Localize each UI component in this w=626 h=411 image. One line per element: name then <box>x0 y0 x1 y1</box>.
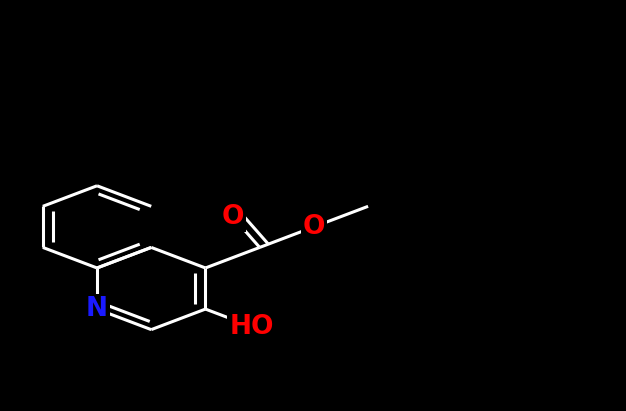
Text: N: N <box>86 296 108 322</box>
Text: O: O <box>302 214 325 240</box>
Text: O: O <box>222 204 244 230</box>
Text: HO: HO <box>229 314 274 339</box>
